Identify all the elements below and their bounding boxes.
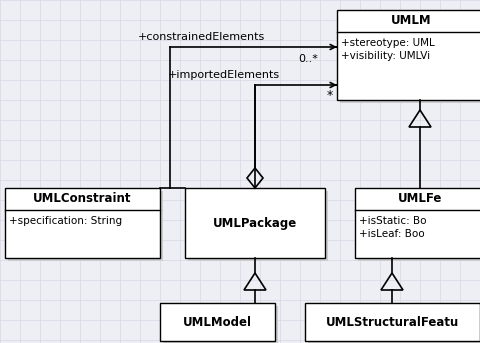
Bar bbox=[163, 306, 278, 343]
Bar bbox=[308, 306, 480, 343]
Bar bbox=[160, 303, 275, 341]
Text: UMLModel: UMLModel bbox=[183, 316, 252, 329]
Bar bbox=[185, 188, 325, 258]
Text: +specification: String: +specification: String bbox=[9, 216, 122, 226]
Bar bbox=[337, 10, 480, 100]
Text: UMLM: UMLM bbox=[391, 14, 432, 27]
Text: +stereotype: UML: +stereotype: UML bbox=[341, 38, 435, 48]
Bar bbox=[355, 188, 480, 258]
Text: +visibility: UMLVi: +visibility: UMLVi bbox=[341, 51, 430, 61]
Text: +constrainedElements: +constrainedElements bbox=[138, 32, 265, 42]
Text: 0..*: 0..* bbox=[298, 54, 318, 64]
Bar bbox=[5, 188, 160, 258]
Text: UMLStructuralFeatu: UMLStructuralFeatu bbox=[326, 316, 459, 329]
Bar bbox=[8, 191, 163, 261]
Text: +isStatic: Bo: +isStatic: Bo bbox=[359, 216, 427, 226]
Text: UMLConstraint: UMLConstraint bbox=[33, 192, 132, 205]
Text: *: * bbox=[327, 88, 333, 102]
Bar bbox=[188, 191, 328, 261]
Bar bbox=[305, 303, 480, 341]
Text: +importedElements: +importedElements bbox=[168, 70, 280, 80]
Text: UMLFe: UMLFe bbox=[398, 192, 442, 205]
Text: UMLPackage: UMLPackage bbox=[213, 216, 297, 229]
Bar bbox=[358, 191, 480, 261]
Text: +isLeaf: Boo: +isLeaf: Boo bbox=[359, 229, 425, 239]
Bar bbox=[340, 13, 480, 103]
